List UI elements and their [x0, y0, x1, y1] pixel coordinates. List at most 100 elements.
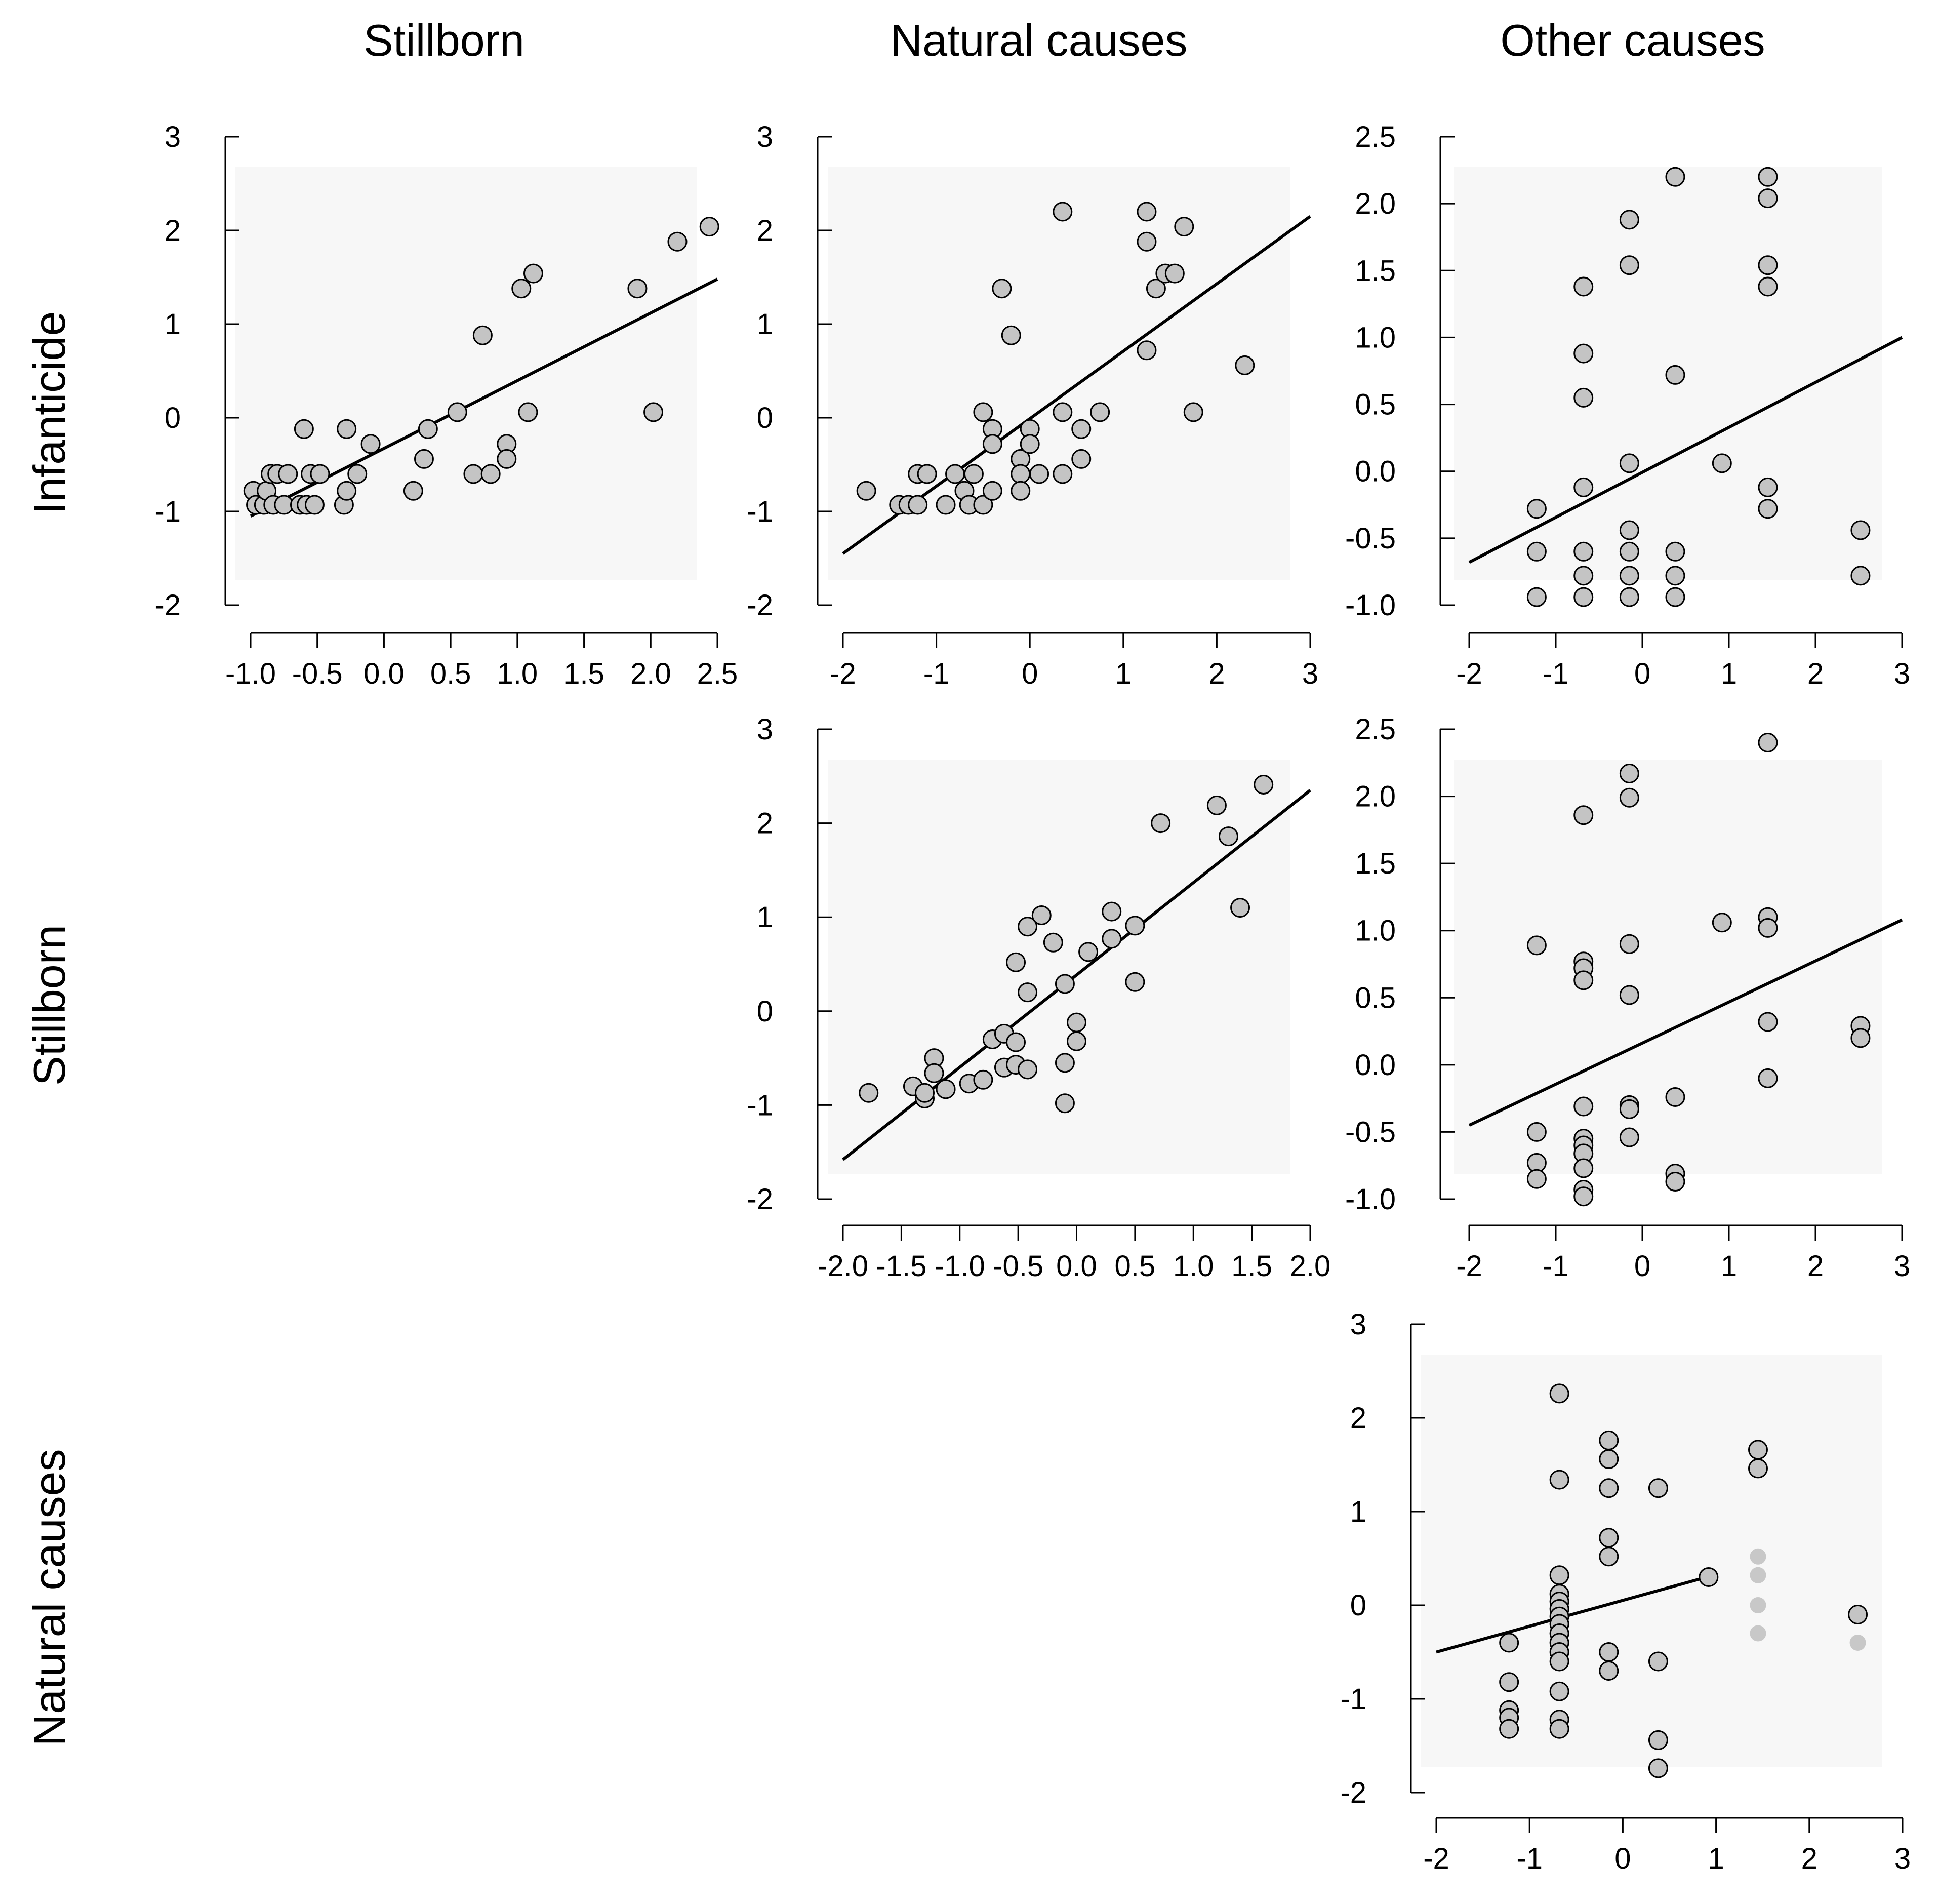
data-point: [1619, 763, 1639, 783]
x-tick-label: 1.5: [1231, 1250, 1272, 1283]
data-point: [480, 464, 501, 484]
data-point: [1573, 1158, 1594, 1178]
data-point: [1599, 1661, 1619, 1681]
y-tick-label: -0.5: [1345, 1116, 1396, 1148]
y-tick-label: 1.5: [1355, 254, 1396, 287]
data-point: [1006, 1032, 1026, 1052]
data-point: [1055, 974, 1075, 994]
panel-natural-causes-vs-other-causes: -2 -1 0 1 2 3 -2 -1 0 1 2 3: [1340, 1308, 1911, 1875]
y-tick-label: 3: [757, 121, 773, 153]
data-point: [1573, 541, 1594, 562]
data-point: [1665, 1087, 1685, 1107]
y-tick-label: -1.0: [1345, 589, 1396, 622]
data-point: [1526, 1169, 1547, 1189]
data-point: [1748, 1440, 1768, 1460]
faded-data-point: [1750, 1625, 1766, 1642]
data-point: [1619, 934, 1639, 954]
x-tick-label: 3: [1302, 657, 1318, 690]
data-point: [1102, 901, 1122, 922]
y-tick-label: -1: [747, 1089, 773, 1122]
data-point: [982, 481, 1002, 501]
data-point: [1043, 932, 1063, 953]
data-point: [1619, 985, 1639, 1005]
x-tick-label: -1: [1543, 657, 1569, 690]
data-point: [963, 464, 984, 484]
data-point: [1218, 826, 1238, 847]
data-point: [1599, 1528, 1619, 1548]
data-point: [1619, 566, 1639, 586]
regression-line: [1436, 1575, 1707, 1654]
y-tick-label: 1.0: [1355, 915, 1396, 947]
data-point: [347, 464, 368, 484]
x-tick-label: 1.0: [1173, 1250, 1214, 1283]
data-point: [1573, 566, 1594, 586]
data-point: [1619, 520, 1639, 540]
x-tick-label: 0.0: [363, 657, 405, 690]
data-point: [337, 481, 357, 501]
x-tick-label: 2.0: [1290, 1250, 1331, 1283]
x-tick-label: -1.5: [876, 1250, 926, 1283]
data-point: [1526, 499, 1547, 519]
row-title-stillborn: Stillborn: [24, 925, 74, 1086]
x-tick-label: -1: [1543, 1250, 1569, 1283]
data-point: [1699, 1567, 1719, 1587]
data-point: [973, 1069, 993, 1090]
data-point: [1254, 775, 1274, 795]
data-point: [908, 495, 928, 515]
y-tick-label: -1: [747, 495, 773, 528]
data-point: [1001, 325, 1021, 345]
data-point: [973, 402, 993, 422]
data-point: [1712, 913, 1732, 933]
data-point: [1164, 263, 1185, 284]
data-point: [418, 419, 438, 439]
x-tick-label: 0.5: [430, 657, 471, 690]
data-point: [1599, 1449, 1619, 1469]
data-point: [1573, 1186, 1594, 1207]
data-point: [1090, 402, 1110, 422]
data-point: [1573, 1096, 1594, 1117]
y-tick-label: 0.0: [1355, 455, 1396, 488]
y-tick-label: 2.0: [1355, 187, 1396, 220]
data-point: [1758, 1068, 1778, 1088]
data-point: [1499, 1672, 1519, 1692]
y-tick-label: -2: [1340, 1776, 1366, 1809]
x-tick-label: 0.5: [1115, 1250, 1156, 1283]
data-point: [1619, 1099, 1639, 1119]
data-point: [1067, 1031, 1086, 1051]
data-point: [1648, 1478, 1668, 1498]
data-point: [1648, 1730, 1668, 1750]
data-point: [982, 434, 1002, 454]
data-point: [1151, 813, 1171, 834]
data-point: [973, 495, 993, 515]
data-point: [1549, 1719, 1569, 1739]
x-tick-label: 0.0: [1056, 1250, 1097, 1283]
data-point: [497, 449, 517, 469]
y-tick-label: 2: [757, 807, 773, 840]
data-point: [1619, 255, 1639, 275]
data-point: [463, 464, 483, 484]
data-point: [414, 449, 434, 469]
column-title-stillborn: Stillborn: [363, 15, 524, 65]
panel-stillborn-vs-other-causes: -1.0 -0.5 0.0 0.5 1.0 1.5 2.0 2.5 -2 -1 0 1 2 3: [1345, 713, 1910, 1283]
y-tick-label: -2: [154, 589, 181, 622]
data-point: [1758, 733, 1778, 753]
data-point: [1665, 566, 1685, 586]
x-tick-label: 3: [1894, 657, 1910, 690]
data-point: [523, 263, 543, 284]
x-tick-label: 1.5: [563, 657, 604, 690]
y-tick-label: 2: [1350, 1402, 1366, 1435]
data-point: [992, 279, 1012, 299]
y-tick-label: 1: [757, 308, 773, 341]
x-tick-label: 1: [1721, 657, 1737, 690]
data-point: [294, 419, 314, 439]
data-point: [1078, 942, 1099, 962]
data-point: [1758, 188, 1778, 209]
data-point: [627, 279, 648, 299]
data-point: [1020, 434, 1040, 454]
data-point: [1573, 970, 1594, 990]
data-point: [1011, 481, 1031, 501]
data-point: [1758, 276, 1778, 297]
x-tick-label: 3: [1894, 1250, 1910, 1283]
data-point: [1499, 1633, 1519, 1653]
x-tick-label: -2.0: [818, 1250, 868, 1283]
